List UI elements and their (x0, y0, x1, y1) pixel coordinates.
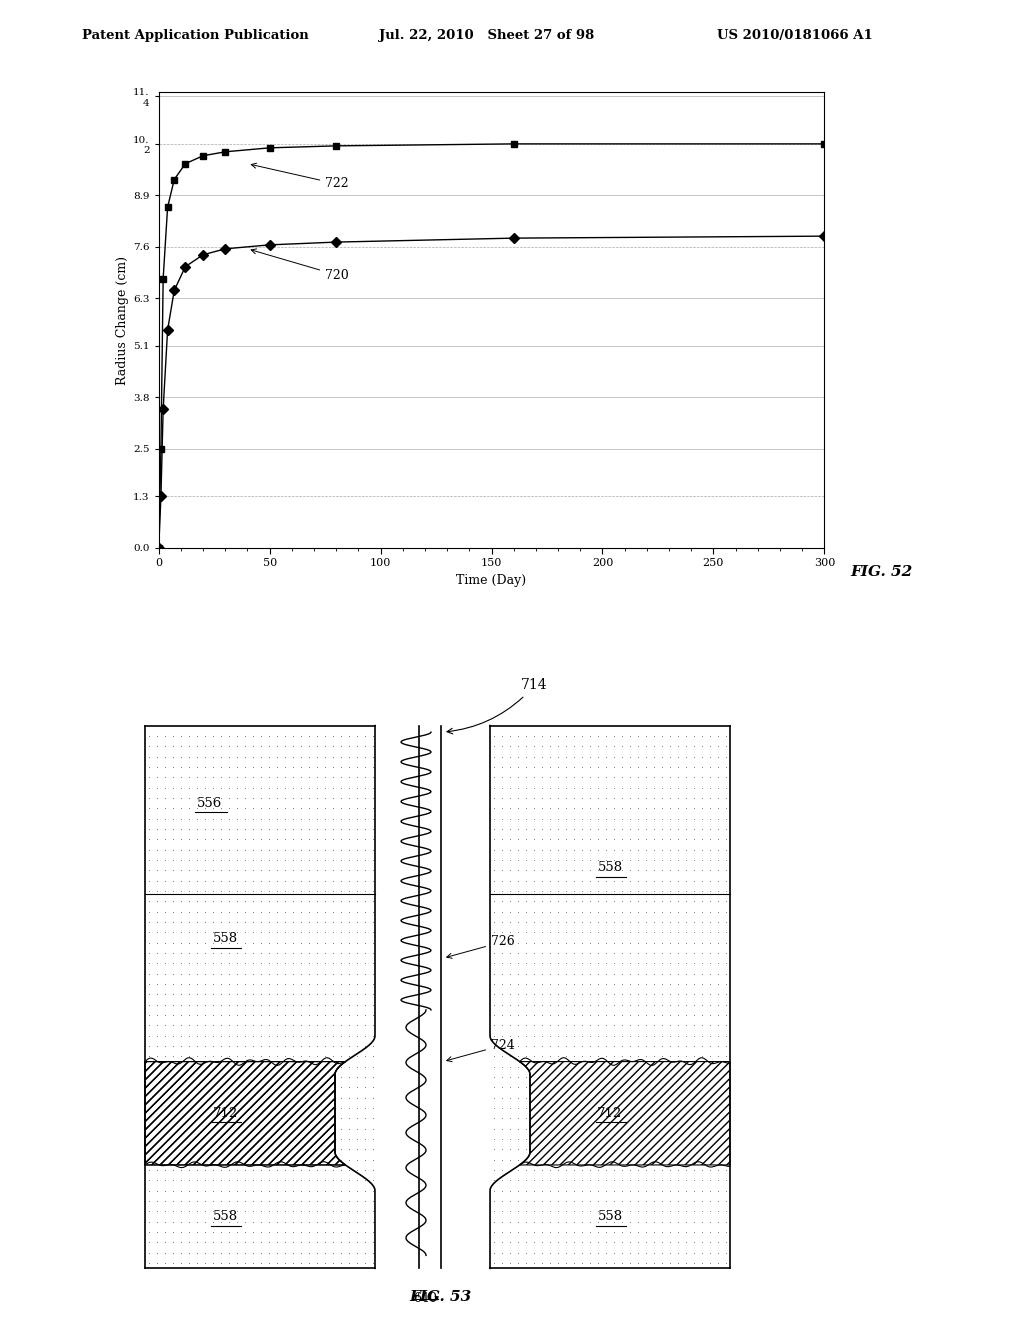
Text: Jul. 22, 2010   Sheet 27 of 98: Jul. 22, 2010 Sheet 27 of 98 (379, 29, 594, 42)
Text: 556: 556 (198, 797, 222, 809)
Text: 558: 558 (597, 861, 623, 874)
Text: 558: 558 (212, 1210, 238, 1224)
Text: 712: 712 (597, 1106, 623, 1119)
Text: 558: 558 (212, 932, 238, 945)
Text: 724: 724 (446, 1039, 515, 1061)
Text: 720: 720 (251, 249, 349, 281)
Text: Patent Application Publication: Patent Application Publication (82, 29, 308, 42)
Text: 722: 722 (251, 164, 349, 190)
Text: FIG. 52: FIG. 52 (850, 565, 912, 579)
Polygon shape (145, 1061, 345, 1166)
Text: 726: 726 (446, 936, 515, 958)
Text: 714: 714 (447, 678, 548, 734)
Polygon shape (519, 1061, 730, 1166)
Text: 558: 558 (597, 1210, 623, 1224)
X-axis label: Time (Day): Time (Day) (457, 574, 526, 587)
Text: US 2010/0181066 A1: US 2010/0181066 A1 (717, 29, 872, 42)
Text: 640: 640 (413, 1291, 437, 1304)
Y-axis label: Radius Change (cm): Radius Change (cm) (116, 256, 129, 384)
Polygon shape (145, 1061, 345, 1166)
Text: FIG. 53: FIG. 53 (409, 1291, 471, 1304)
Text: 712: 712 (212, 1106, 238, 1119)
